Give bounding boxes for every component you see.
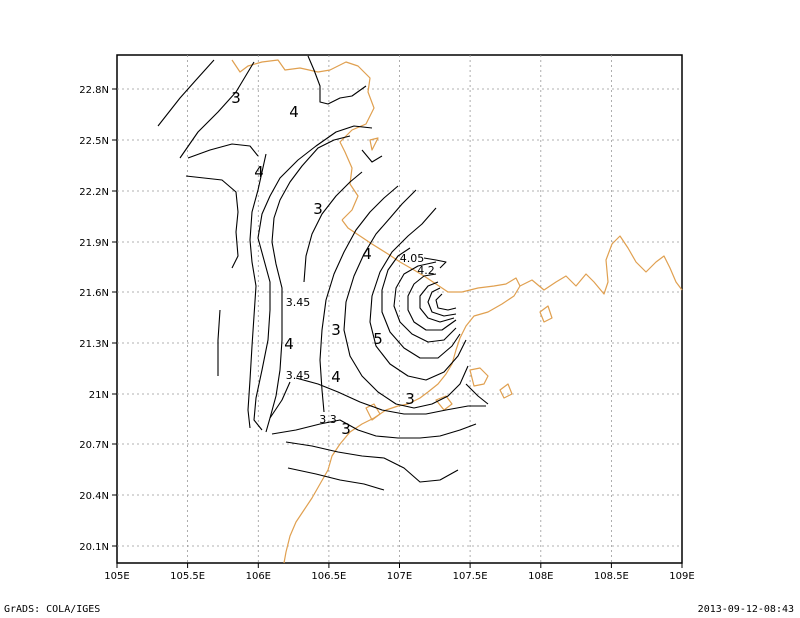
contour-label: 3.45 [286, 296, 311, 309]
contour-label: 4 [284, 335, 294, 353]
footer-credit: GrADS: COLA/IGES [4, 604, 101, 615]
x-tick-label: 105E [104, 571, 129, 582]
contour-label: 3 [231, 89, 241, 107]
y-tick-labels: 20.1N 20.4N 20.7N 21N 21.3N 21.6N 21.9N … [79, 85, 109, 553]
x-tick-label: 106.5E [311, 571, 346, 582]
x-tick-label: 108.5E [594, 571, 629, 582]
y-tick-label: 22.8N [79, 85, 109, 96]
coastline [231, 59, 683, 564]
y-tick-label: 21.6N [79, 288, 109, 299]
contour-lines [157, 55, 489, 491]
contour-labels: 3 4 4 3 4 4 3 3.45 4 5 3 4.05 4.2 3.45 4… [231, 89, 435, 438]
y-tick-label: 20.7N [79, 440, 109, 451]
contour-label: 3.3 [319, 413, 337, 426]
x-tick-label: 109E [669, 571, 694, 582]
y-tick-label: 20.4N [79, 491, 109, 502]
contour-label: 4 [289, 103, 299, 121]
contour-label: 3.45 [286, 369, 311, 382]
footer-timestamp: 2013-09-12-08:43 [697, 604, 794, 615]
contour-label: 4 [331, 368, 341, 386]
x-tick-label: 106E [246, 571, 271, 582]
contour-label: 4 [362, 245, 372, 263]
contour-label: 5 [373, 330, 383, 348]
x-tick-label: 108E [528, 571, 553, 582]
contour-label: 4.05 [400, 252, 425, 265]
contour-label: 3 [331, 321, 341, 339]
x-tick-labels: 105E 105.5E 106E 106.5E 107E 107.5E 108E… [104, 571, 694, 582]
x-tick-label: 107.5E [453, 571, 488, 582]
contour-label: 3 [405, 390, 415, 408]
y-tick-label: 21.3N [79, 339, 109, 350]
tick-marks [112, 88, 683, 568]
y-tick-label: 22.5N [79, 136, 109, 147]
contour-label: 4 [254, 163, 264, 181]
x-tick-label: 107E [387, 571, 412, 582]
grid-lines [117, 55, 682, 563]
y-tick-label: 22.2N [79, 187, 109, 198]
x-tick-label: 105.5E [170, 571, 205, 582]
y-tick-label: 21.9N [79, 238, 109, 249]
y-tick-label: 20.1N [79, 542, 109, 553]
y-tick-label: 21N [89, 390, 109, 401]
contour-label: 4.2 [417, 264, 435, 277]
contour-label: 3 [341, 420, 351, 438]
contour-label: 3 [313, 200, 323, 218]
